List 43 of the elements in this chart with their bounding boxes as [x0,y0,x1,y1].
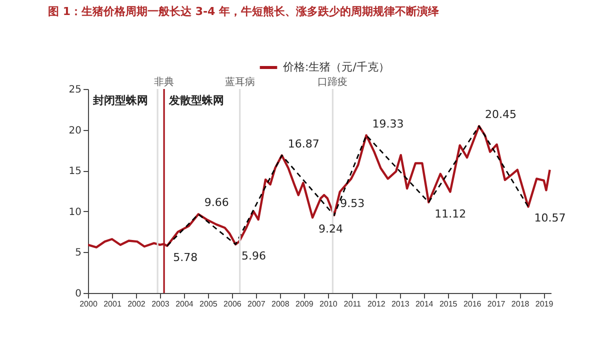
x-tick-label: 2004 [176,300,194,308]
annotation: 16.87 [288,137,320,150]
y-tick-label: 20 [68,125,82,136]
ref-line-label: 非典 [154,76,174,88]
x-tick-label: 2002 [128,300,146,308]
annotation: 5.78 [173,250,198,264]
x-tick-label: 2019 [535,300,554,308]
legend-label: 价格:生猪（元/千克） [282,60,390,74]
annotation: 10.57 [534,212,566,225]
x-tick-label: 2003 [152,300,170,308]
x-tick-label: 2001 [104,300,122,308]
x-tick-label: 2005 [200,300,218,308]
x-tick-label: 2012 [367,300,386,308]
x-tick-label: 2000 [80,300,98,308]
annotation: 9.53 [340,197,365,210]
x-tick-label: 2010 [320,300,338,308]
annotation: 发散型蛛网 [168,94,224,107]
annotation: 9.66 [204,196,229,210]
y-tick-label: 15 [68,166,82,178]
annotation: 5.96 [242,249,266,262]
annotation: 9.24 [318,222,344,236]
ref-line-label: 口蹄疫 [318,76,348,88]
ref-line-label: 蓝耳病 [224,76,255,88]
annotation: 19.33 [372,117,404,130]
x-tick-label: 2016 [463,300,482,308]
x-tick-label: 2009 [296,300,314,308]
x-tick-label: 2006 [224,300,242,308]
y-tick-label: 25 [68,84,82,96]
annotation: 20.45 [485,108,517,122]
x-tick-label: 2014 [415,300,434,308]
chart-title: 图 1：生猪价格周期一般长达 3-4 年，牛短熊长、涨多跌少的周期规律不断演绎 [48,5,440,18]
x-tick-label: 2015 [439,300,458,308]
x-tick-label: 2007 [248,300,266,308]
x-tick-label: 2008 [272,300,290,308]
y-tick-label: 10 [68,206,82,218]
annotation: 11.12 [434,207,466,220]
x-tick-label: 2017 [487,300,506,308]
x-tick-label: 2011 [344,300,362,308]
x-tick-label: 2018 [511,300,530,308]
y-tick-label: 5 [75,248,82,259]
x-tick-label: 2013 [391,300,410,308]
y-tick-label: 0 [75,288,82,300]
annotation: 封闭型蛛网 [92,94,148,107]
